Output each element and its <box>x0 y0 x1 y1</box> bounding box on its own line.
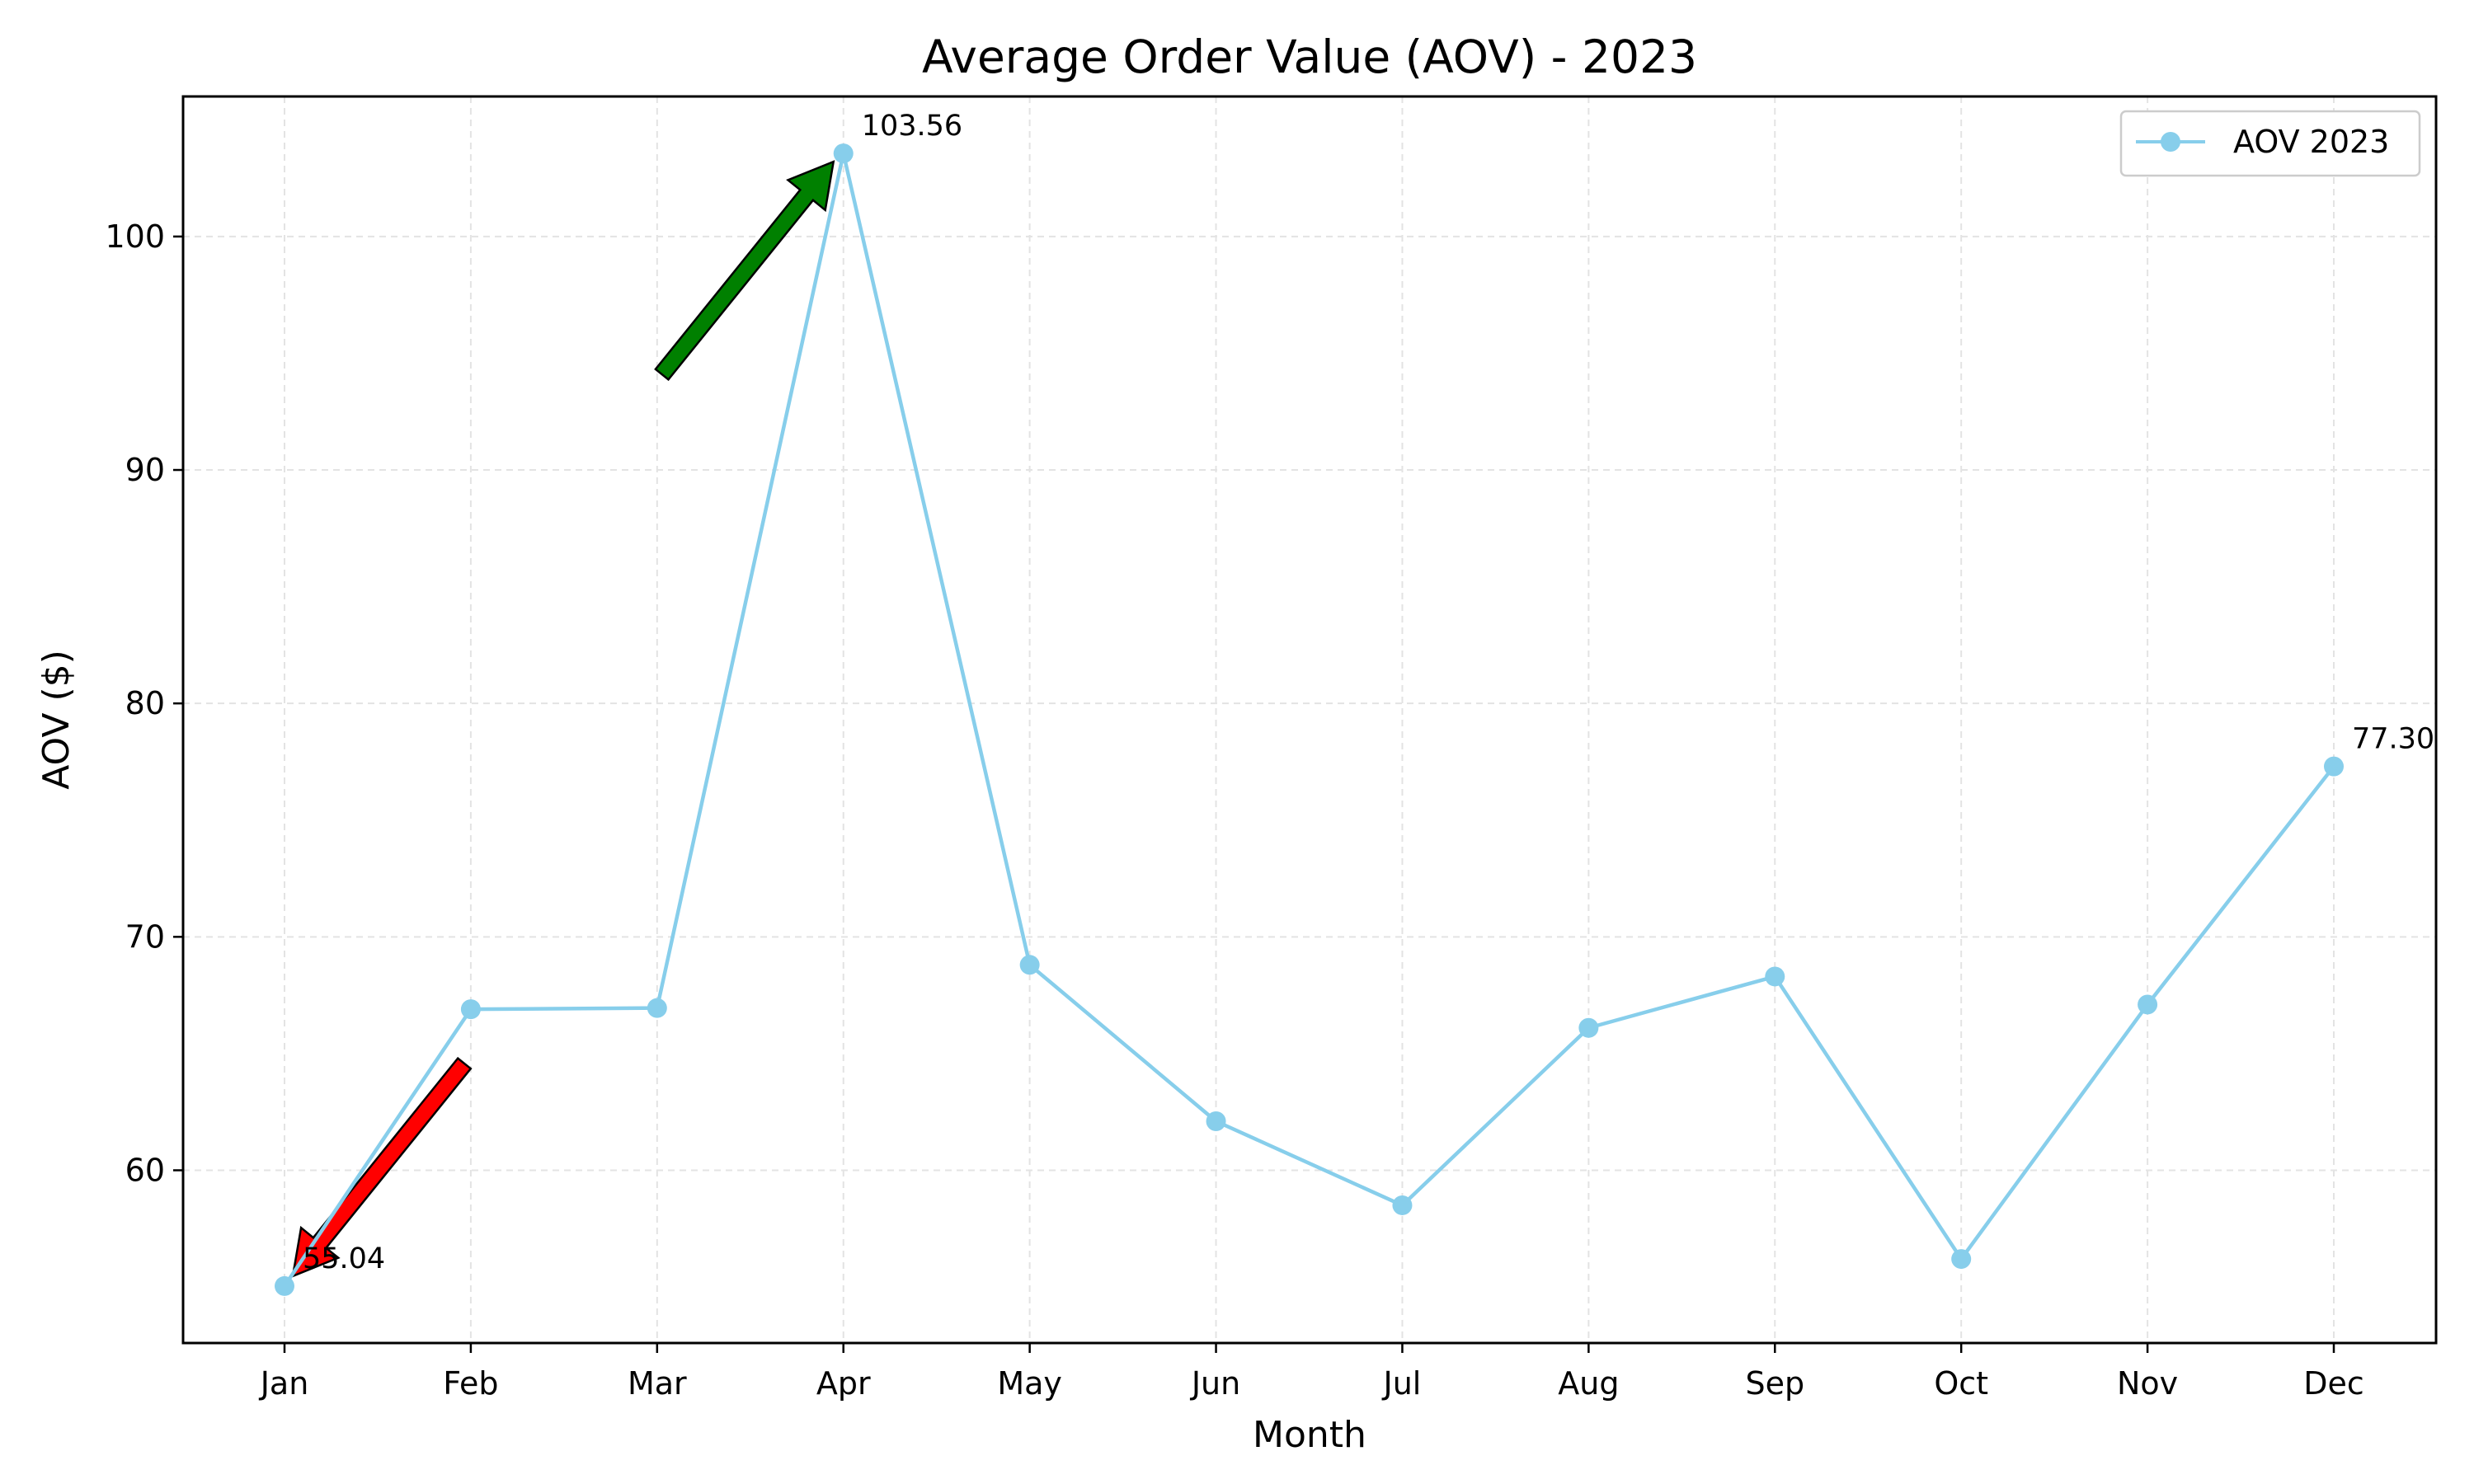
legend-marker <box>2161 132 2180 152</box>
y-tick-label: 90 <box>125 452 165 488</box>
x-tick-label: Oct <box>1934 1365 1988 1402</box>
x-tick-label: Sep <box>1745 1365 1804 1402</box>
data-label: 103.56 <box>862 110 962 143</box>
series-layer <box>275 143 2344 1296</box>
data-point <box>647 998 667 1018</box>
x-tick-label: Dec <box>2303 1365 2364 1402</box>
x-tick-label: Jun <box>1190 1365 1240 1402</box>
data-label-layer: 55.04 103.56 77.30 <box>303 110 2434 1275</box>
x-tick-label: Jul <box>1382 1365 1422 1402</box>
x-tick-label: Feb <box>443 1365 498 1402</box>
data-label: 77.30 <box>2352 723 2434 756</box>
min-arrow <box>291 1056 473 1278</box>
legend-label: AOV 2023 <box>2233 124 2389 160</box>
series-line <box>283 151 2335 1288</box>
y-tick-label: 70 <box>125 918 165 955</box>
y-tick-label: 80 <box>125 685 165 721</box>
max-arrow <box>654 160 835 382</box>
y-axis-label: AOV ($) <box>35 650 78 790</box>
data-point <box>1206 1111 1226 1132</box>
x-tick-label: Apr <box>816 1365 871 1402</box>
data-point <box>833 143 854 164</box>
chart-title: Average Order Value (AOV) - 2023 <box>922 31 1697 83</box>
data-point <box>2324 756 2344 777</box>
y-tick-label: 60 <box>125 1152 165 1188</box>
x-axis-label: Month <box>1253 1414 1366 1456</box>
legend: AOV 2023 <box>2119 110 2421 177</box>
annotation-layer <box>291 160 835 1278</box>
data-point <box>1578 1017 1599 1038</box>
y-axis: 60 70 80 90 100 <box>105 218 183 1188</box>
data-point <box>2138 994 2158 1015</box>
x-tick-label: Jan <box>259 1365 309 1402</box>
x-axis: Jan Feb Mar Apr May Jun Jul Aug Sep Oct Nov Dec <box>259 1343 2364 1402</box>
grid-layer <box>183 96 2436 1343</box>
data-point <box>275 1275 294 1296</box>
data-point <box>1765 966 1785 987</box>
data-point <box>1019 955 1040 975</box>
data-point <box>1951 1249 1972 1270</box>
y-tick-label: 100 <box>105 218 165 255</box>
x-tick-label: Mar <box>628 1365 687 1402</box>
x-tick-label: Nov <box>2117 1365 2178 1402</box>
plot-frame <box>181 95 2438 1345</box>
x-tick-label: Aug <box>1558 1365 1619 1402</box>
x-tick-label: May <box>997 1365 1062 1402</box>
legend-box <box>2119 110 2421 177</box>
data-point <box>460 999 481 1020</box>
data-label: 55.04 <box>303 1242 385 1275</box>
data-point <box>1392 1195 1413 1215</box>
